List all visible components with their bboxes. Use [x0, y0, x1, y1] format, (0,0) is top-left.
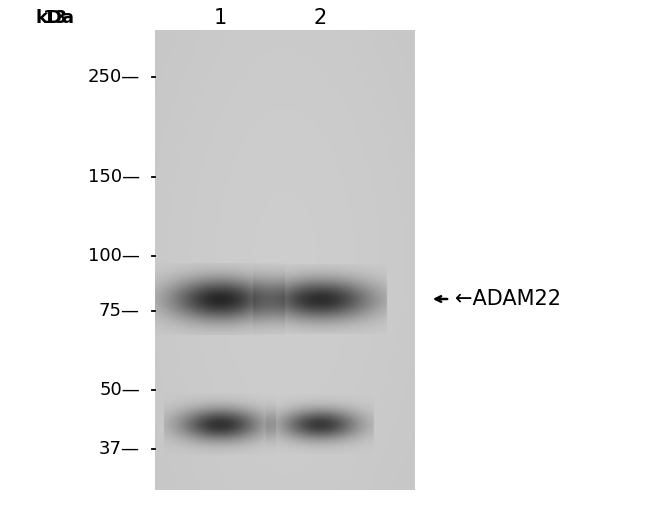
Text: 75—: 75—: [99, 302, 140, 320]
Text: kDa: kDa: [36, 9, 75, 27]
Text: ←ADAM22: ←ADAM22: [455, 289, 561, 309]
Text: 13: 13: [42, 9, 68, 27]
Text: 1: 1: [213, 8, 227, 28]
Text: 100—: 100—: [88, 247, 140, 265]
Text: 250—: 250—: [88, 68, 140, 86]
Text: 37—: 37—: [99, 440, 140, 458]
Text: 150—: 150—: [88, 168, 140, 186]
Text: 2: 2: [313, 8, 326, 28]
Text: 50—: 50—: [99, 381, 140, 399]
